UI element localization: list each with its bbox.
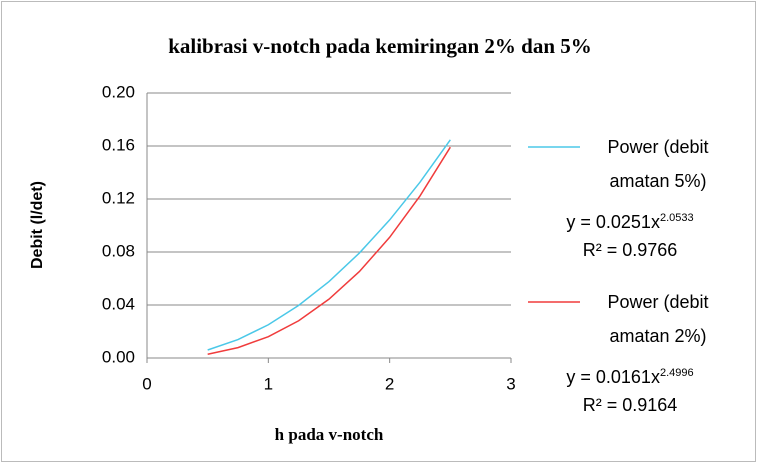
x-tick-label: 2 xyxy=(385,374,394,393)
y-axis-label: Debit (l/det) xyxy=(29,181,46,269)
equation-text: y = 0.0161x xyxy=(566,367,660,387)
legend-label: Power (debit amatan 2%) xyxy=(607,292,709,346)
legend-label: Power (debit amatan 5%) xyxy=(607,137,709,191)
x-tick-label: 1 xyxy=(264,374,273,393)
x-axis-label: h pada v-notch xyxy=(275,425,384,444)
trendline xyxy=(207,139,451,351)
equation-exponent: 2.0533 xyxy=(659,212,694,224)
trendline-equation: y = 0.0161x2.4996 xyxy=(540,357,720,393)
r-squared: R² = 0.9164 xyxy=(582,395,678,415)
x-tick-label: 0 xyxy=(142,374,151,393)
x-tick-label: 3 xyxy=(506,374,515,393)
r-squared: R² = 0.9766 xyxy=(582,240,678,260)
equation-text: y = 0.0251x xyxy=(566,212,660,232)
y-tick-label: 0.16 xyxy=(102,135,135,154)
trendline xyxy=(207,146,451,355)
y-tick-label: 0.08 xyxy=(102,241,135,260)
trendline-equation: y = 0.0251x2.0533 xyxy=(540,202,720,238)
y-tick-label: 0.04 xyxy=(102,294,135,313)
y-tick-label: 0.12 xyxy=(102,188,135,207)
chart-title: kalibrasi v-notch pada kemiringan 2% dan… xyxy=(168,34,592,58)
y-tick-label: 0.00 xyxy=(102,347,135,366)
equation-exponent: 2.4996 xyxy=(659,367,694,379)
y-tick-label: 0.20 xyxy=(102,82,135,101)
